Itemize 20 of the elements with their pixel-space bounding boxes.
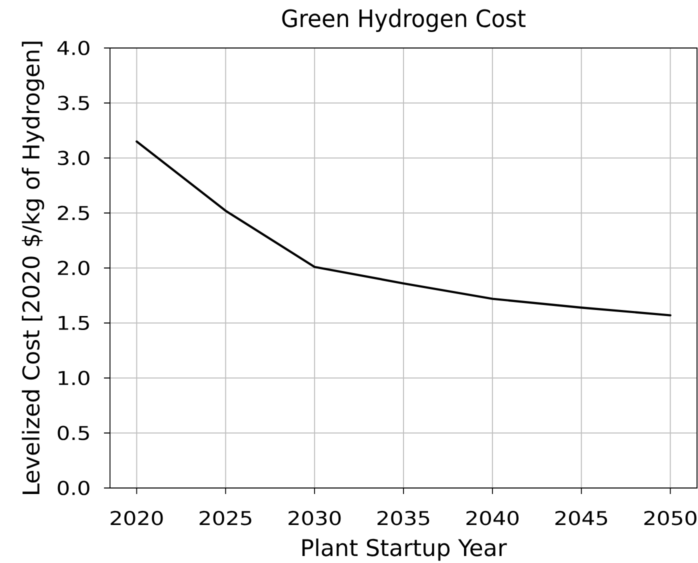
line-series: [136, 140, 672, 316]
y-axis-title: Levelized Cost [2020 $/kg of Hydrogen]: [22, 42, 44, 494]
y-tick-label: 0.0: [58, 480, 90, 496]
x-tick-label: 2045: [555, 510, 608, 526]
y-tick-label: 0.5: [58, 426, 89, 440]
y-tick-label: 4.0: [57, 40, 90, 56]
y-tick-label: 2.5: [58, 206, 89, 220]
x-axis-title: Plant Startup Year: [302, 538, 507, 561]
x-tick-label: 2030: [288, 510, 341, 526]
y-tick-label: 1.0: [58, 370, 90, 386]
y-tick-label: 1.5: [58, 316, 89, 330]
x-tick-label: 2025: [200, 510, 252, 526]
x-tick-label: 2035: [378, 510, 430, 526]
y-tick-label: 3.0: [58, 150, 90, 166]
y-tick-label: 3.5: [58, 96, 89, 110]
x-tick-label: 2050: [644, 510, 696, 526]
x-tick-label: 2040: [466, 510, 519, 526]
x-tick-label: 2020: [110, 510, 163, 526]
chart-title: Green Hydrogen Cost: [282, 8, 526, 32]
y-tick-label: 2.0: [58, 260, 90, 276]
